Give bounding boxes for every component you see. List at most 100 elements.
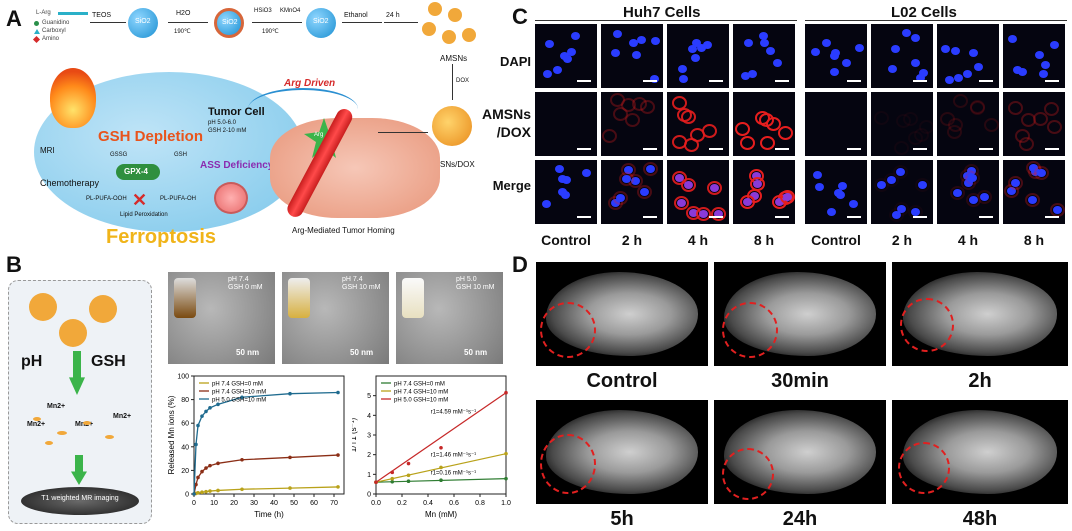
legend-entry: pH 7.4 GSH=0 mM <box>212 382 263 388</box>
dox-signal <box>874 110 890 125</box>
data-point <box>208 489 212 493</box>
dox-signal <box>1024 193 1040 208</box>
y-tick-label: 80 <box>181 397 189 404</box>
y-tick-label: 20 <box>181 468 189 475</box>
guanidino-icon <box>34 21 39 26</box>
step-kmno4: KMnO4 <box>280 8 301 14</box>
data-point <box>504 390 508 395</box>
mri-30min <box>714 262 886 366</box>
data-point <box>240 457 244 462</box>
nucleus <box>919 69 929 78</box>
y-tick-label: 100 <box>177 374 189 381</box>
amino-icon <box>32 35 41 44</box>
col-l02-8h: 8 h <box>1023 232 1045 248</box>
dox-signal <box>602 129 618 144</box>
plot-frame <box>193 375 345 495</box>
series-line <box>375 392 507 483</box>
sio2-label-2: SiO2 <box>222 19 238 26</box>
mri-control <box>536 262 708 366</box>
amsn-particle <box>89 295 117 323</box>
dox-signal <box>642 162 658 177</box>
amsn-particle <box>442 30 456 44</box>
nucleus <box>628 39 638 48</box>
nucleus <box>570 31 580 40</box>
nucleus <box>759 39 769 48</box>
amsn-particle <box>59 319 87 347</box>
dox-signal <box>896 114 912 129</box>
data-point <box>504 451 508 456</box>
mri-label-2h: 2h <box>968 370 992 392</box>
nucleus <box>610 49 620 58</box>
x-axis-label: Mn (mM) <box>425 510 457 519</box>
dox-signal <box>702 123 718 138</box>
arrow-3 <box>252 22 302 23</box>
tem-scale-1: 50 nm <box>236 348 260 357</box>
arrow-2 <box>168 22 208 23</box>
data-point <box>288 455 292 460</box>
panel-b-scheme: pH GSH Mn2+ Mn2+ Mn2+ Mn2+ T1 weighted M… <box>8 280 152 524</box>
confocal-cell <box>805 92 867 156</box>
data-point <box>204 409 208 414</box>
scale-bar <box>643 148 657 150</box>
dox-signal <box>966 192 982 207</box>
gpx4-label: GPX-4 <box>124 167 149 176</box>
x-tick-label: 40 <box>270 500 278 507</box>
nucleus <box>541 199 551 208</box>
nucleus <box>560 190 570 199</box>
nucleus <box>567 47 577 56</box>
x-axis-label: Time (h) <box>254 510 284 519</box>
scale-bar <box>1045 216 1059 218</box>
mri-label-48h: 48h <box>962 508 998 530</box>
huh7-title: Huh7 Cells <box>623 4 701 21</box>
mr-disc: T1 weighted MR imaging <box>21 487 139 515</box>
tumor-ph: pH 5.0-6.0 <box>208 120 237 126</box>
y-tick-label: 4 <box>367 413 371 420</box>
mn-label-1: Mn2+ <box>47 403 66 410</box>
nucleus <box>941 45 951 54</box>
data-point <box>216 488 220 493</box>
confocal-cell <box>601 92 663 156</box>
dox-signal <box>914 177 930 192</box>
tem-gsh-2: GSH 10 mM <box>342 284 381 291</box>
data-point <box>439 445 443 450</box>
panel-label-b: B <box>6 252 22 277</box>
nucleus <box>542 70 552 79</box>
data-point <box>196 491 200 495</box>
arg-small-label: Arg <box>314 132 324 138</box>
data-point <box>204 489 208 494</box>
vial-icon <box>402 278 424 318</box>
confocal-cell <box>601 160 663 224</box>
data-point <box>439 478 443 483</box>
data-point <box>200 414 204 418</box>
tumor-circle <box>722 302 778 358</box>
dox-arrow <box>452 64 453 100</box>
panel-label-d: D <box>512 252 528 277</box>
gpx4-badge: GPX-4 <box>116 164 160 180</box>
dox-signal <box>637 184 653 199</box>
gssg-label: GSSG <box>110 152 128 158</box>
col-huh7-control: Control <box>541 232 591 248</box>
row-label-merge: Merge <box>492 178 531 193</box>
mri-2h <box>892 262 1068 366</box>
nucleus <box>613 30 623 39</box>
scale-bar <box>913 80 927 82</box>
vial-icon <box>174 278 196 318</box>
step-h2o: H2O <box>176 10 191 17</box>
dox-signal <box>710 206 726 221</box>
nucleus <box>1008 35 1018 44</box>
organelle-icon <box>214 182 248 214</box>
tem-scale-3: 50 nm <box>464 348 488 357</box>
down-arrow-icon <box>71 455 87 485</box>
nucleus <box>901 29 911 38</box>
nucleus <box>558 174 568 183</box>
dox-signal <box>984 117 999 132</box>
nucleus <box>687 44 697 53</box>
data-point <box>216 402 220 407</box>
relaxivity-annotation: r1=1.46 mM⁻¹s⁻¹ <box>431 453 477 459</box>
scale-bar <box>709 148 723 150</box>
mri-5h <box>536 400 708 504</box>
step-190-2: 190℃ <box>262 29 279 35</box>
dox-signal <box>894 140 910 155</box>
larg-chain-icon <box>58 12 88 15</box>
tumor-circle <box>722 448 774 500</box>
